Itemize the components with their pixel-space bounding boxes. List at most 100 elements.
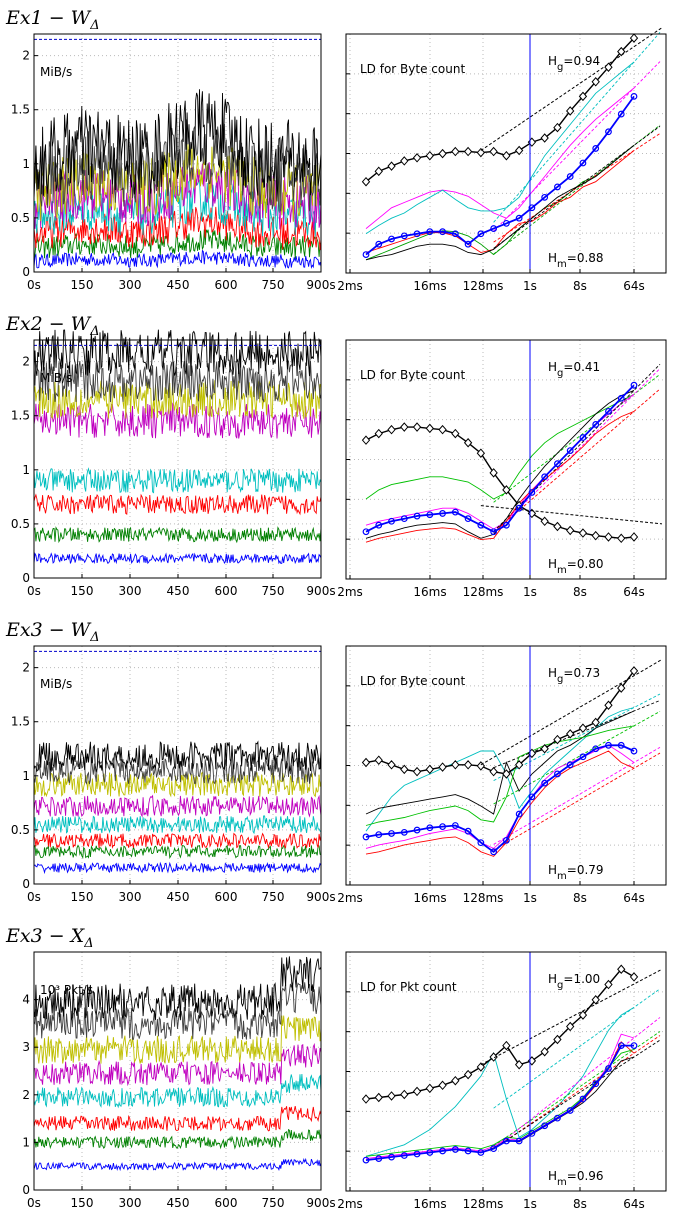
panel-title-subscript: Δ bbox=[83, 936, 93, 951]
ld-fit-line bbox=[493, 125, 661, 249]
ld-fit-line bbox=[493, 363, 661, 532]
timeseries-line-7 bbox=[33, 360, 322, 403]
ld-mean-marker bbox=[464, 827, 472, 835]
x-tick-label: 600 bbox=[215, 1196, 238, 1210]
ld-global-marker bbox=[540, 516, 549, 527]
x-tick-label: 2ms bbox=[337, 279, 363, 293]
ld-global-marker bbox=[514, 760, 524, 770]
timeseries-line-4 bbox=[33, 815, 322, 835]
ld-mean-marker bbox=[579, 1095, 587, 1103]
x-tick-label: 300 bbox=[119, 1196, 142, 1210]
ld-global-marker bbox=[502, 150, 511, 161]
x-tick-label: 128ms bbox=[463, 279, 504, 293]
ld-global-marker bbox=[476, 1062, 486, 1072]
ld-global-marker bbox=[451, 146, 460, 157]
ld-curve-1 bbox=[365, 1007, 635, 1157]
y-tick-label: 3 bbox=[22, 1040, 30, 1054]
x-tick-label: 900s bbox=[306, 890, 335, 904]
ld-mean-marker bbox=[400, 828, 408, 836]
hm-subscript: m bbox=[557, 565, 567, 576]
timeseries-line-6 bbox=[33, 143, 322, 222]
panel-title: Ex1 − WΔ bbox=[5, 7, 100, 33]
y-tick-label: 2 bbox=[22, 355, 30, 369]
ld-global-marker bbox=[591, 717, 600, 728]
ld-global-marker bbox=[387, 424, 396, 435]
ld-mean-marker bbox=[502, 836, 510, 844]
ld-global-marker bbox=[412, 766, 422, 777]
timeseries-line-5 bbox=[33, 794, 322, 818]
ld-mean-marker bbox=[375, 521, 383, 529]
ld-mean-marker bbox=[477, 521, 485, 529]
unit-label: MiB/s bbox=[40, 371, 72, 385]
ld-mean-marker bbox=[388, 235, 395, 243]
x-tick-label: 750 bbox=[262, 584, 285, 598]
x-tick-label: 900s bbox=[306, 584, 335, 598]
ld-label: LD for Byte count bbox=[360, 62, 465, 76]
ld-mean-marker bbox=[464, 1147, 472, 1155]
ld-mean-marker bbox=[439, 510, 446, 517]
ld-mean-marker bbox=[426, 1149, 434, 1156]
ld-global-marker bbox=[604, 979, 613, 990]
x-tick-label: 8s bbox=[573, 1197, 587, 1211]
ld-mean-marker bbox=[515, 504, 523, 512]
ld-mean-marker bbox=[451, 230, 459, 238]
ld-mean-marker bbox=[388, 517, 395, 525]
ld-mean-curve bbox=[365, 1044, 634, 1161]
ld-mean-marker bbox=[554, 770, 561, 778]
ld-frame bbox=[345, 33, 667, 274]
ld-mean-marker bbox=[515, 214, 523, 222]
panel-2: Ex2 − WΔ 0 0.5 1 1.5 2 0s 150 300 450 600 750 900s Mi… bbox=[5, 313, 667, 599]
timeseries-line-1 bbox=[33, 249, 322, 270]
x-tick-label: 750 bbox=[262, 278, 285, 292]
ld-global-marker bbox=[374, 428, 383, 439]
ld-mean-marker bbox=[592, 1080, 600, 1088]
ld-label: LD for Byte count bbox=[360, 368, 465, 382]
ld-mean-marker bbox=[617, 741, 625, 749]
ld-mean-curve bbox=[365, 744, 635, 853]
ld-global-marker bbox=[502, 769, 511, 779]
x-tick-label: 150 bbox=[71, 890, 94, 904]
ld-fit-line bbox=[493, 988, 661, 1109]
ld-global-marker bbox=[514, 1059, 524, 1070]
ld-mean-marker bbox=[477, 230, 485, 238]
ld-mean-marker bbox=[566, 761, 574, 769]
x-tick-label: 150 bbox=[71, 1196, 94, 1210]
timeseries-line-3 bbox=[33, 493, 322, 516]
panel-1: Ex1 − WΔ 0 0.5 1 1.5 2 0s 150 300 450 600 750 900s Mi… bbox=[5, 7, 667, 293]
ld-mean-marker bbox=[566, 447, 574, 455]
ld-fit-line bbox=[493, 752, 661, 851]
ld-global-marker bbox=[540, 744, 549, 754]
ld-global-marker bbox=[553, 122, 562, 133]
y-tick-label: 1 bbox=[22, 769, 30, 783]
ld-global-marker bbox=[566, 106, 575, 116]
timeseries-line-1 bbox=[33, 552, 322, 565]
ld-mean-marker bbox=[490, 225, 498, 232]
hg-value: =0.73 bbox=[563, 666, 600, 680]
ld-global-marker bbox=[425, 1083, 434, 1094]
ld-fit-line bbox=[493, 1039, 661, 1149]
ld-mean-marker bbox=[528, 204, 536, 212]
timeseries-line-1 bbox=[33, 861, 322, 875]
ld-fit-line bbox=[493, 1031, 661, 1147]
ld-mean-marker bbox=[413, 1150, 421, 1158]
x-tick-label: 128ms bbox=[463, 1197, 504, 1211]
hg-value: =0.94 bbox=[563, 54, 600, 68]
ld-global-marker bbox=[629, 532, 639, 542]
x-tick-label: 600 bbox=[215, 890, 238, 904]
x-tick-label: 128ms bbox=[463, 585, 504, 599]
hg-value: =1.00 bbox=[563, 972, 600, 986]
x-tick-label: 1s bbox=[523, 585, 537, 599]
ld-mean-marker bbox=[464, 515, 472, 523]
timeseries-line-3 bbox=[33, 206, 322, 251]
ld-curve-4 bbox=[365, 150, 635, 253]
ld-mean-marker bbox=[566, 173, 574, 180]
timeseries-line-6 bbox=[33, 380, 322, 420]
ld-mean-marker bbox=[451, 1146, 459, 1153]
ld-fit-line bbox=[493, 1035, 661, 1150]
x-tick-label: 2ms bbox=[337, 585, 363, 599]
ld-global-marker bbox=[463, 438, 473, 448]
ld-global-marker bbox=[438, 1080, 447, 1091]
x-tick-label: 450 bbox=[167, 278, 190, 292]
ld-curve-4 bbox=[365, 410, 635, 543]
panel-3: Ex3 − WΔ 0 0.5 1 1.5 2 0s 150 300 450 600 750 900s Mi… bbox=[5, 619, 667, 905]
